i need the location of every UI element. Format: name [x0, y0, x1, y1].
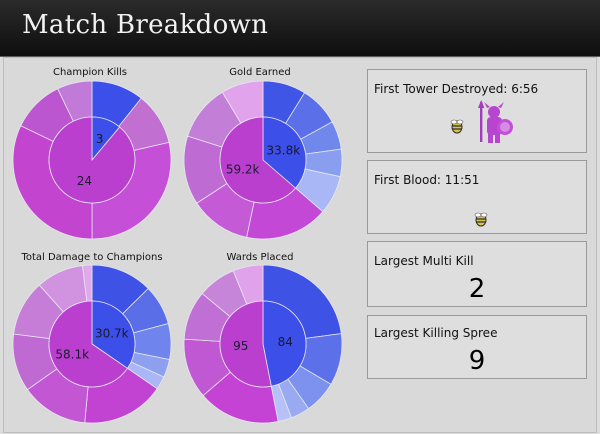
wards-placed-inner-slice	[219, 300, 272, 388]
champion-portrait-icon	[478, 100, 513, 143]
largest-killing-spree-label: Largest Killing Spree	[374, 326, 498, 340]
largest-killing-spree-panel: Largest Killing Spree 9	[367, 315, 587, 379]
chart-title-champion-kills: Champion Kills	[52, 67, 128, 78]
champion-kills-inner-label: 24	[77, 174, 92, 188]
gold-earned-inner-slice	[262, 116, 307, 189]
total-damage-inner-label: 30.7k	[95, 327, 129, 341]
donut-chart-wards-placed: 84 95	[183, 264, 343, 424]
first-blood-panel: First Blood: 11:51	[367, 160, 587, 234]
chart-title-gold-earned: Gold Earned	[229, 67, 291, 78]
donut-chart-champion-kills: 3 24	[12, 80, 172, 240]
largest-killing-spree-value: 9	[468, 346, 486, 376]
gold-earned-inner-slice	[219, 116, 297, 204]
chart-title-wards-placed: Wards Placed	[226, 252, 294, 263]
first-blood-label: First Blood: 11:51	[374, 173, 480, 187]
donut-chart-gold-earned: 33.8k 59.2k	[183, 80, 343, 240]
champion-kills-inner-label: 3	[96, 132, 104, 146]
donut-chart-total-damage: 30.7k 58.1k	[12, 264, 172, 424]
chart-title-total-damage: Total Damage to Champions	[21, 252, 163, 263]
gold-earned-inner-label: 33.8k	[266, 144, 300, 158]
header: Match Breakdown	[0, 0, 600, 57]
bee-icon	[450, 119, 464, 134]
first-tower-panel: First Tower Destroyed: 6:56	[367, 69, 587, 153]
total-damage-inner-slice	[48, 300, 129, 388]
wards-placed-inner-label: 95	[233, 339, 248, 353]
bee-icon	[474, 212, 488, 227]
largest-multi-kill-value: 2	[468, 274, 486, 304]
total-damage-inner-label: 58.1k	[55, 347, 89, 361]
gold-earned-inner-label: 59.2k	[226, 162, 260, 176]
total-damage-inner-slice	[91, 300, 136, 369]
largest-multi-kill-label: Largest Multi Kill	[374, 254, 474, 268]
largest-multi-kill-panel: Largest Multi Kill 2	[367, 241, 587, 307]
wards-placed-inner-label: 84	[278, 335, 293, 349]
first-tower-label: First Tower Destroyed: 6:56	[374, 82, 539, 96]
wards-placed-inner-slice	[262, 300, 307, 387]
page-title: Match Breakdown	[22, 10, 269, 40]
champion-kills-inner-slice	[48, 116, 136, 204]
